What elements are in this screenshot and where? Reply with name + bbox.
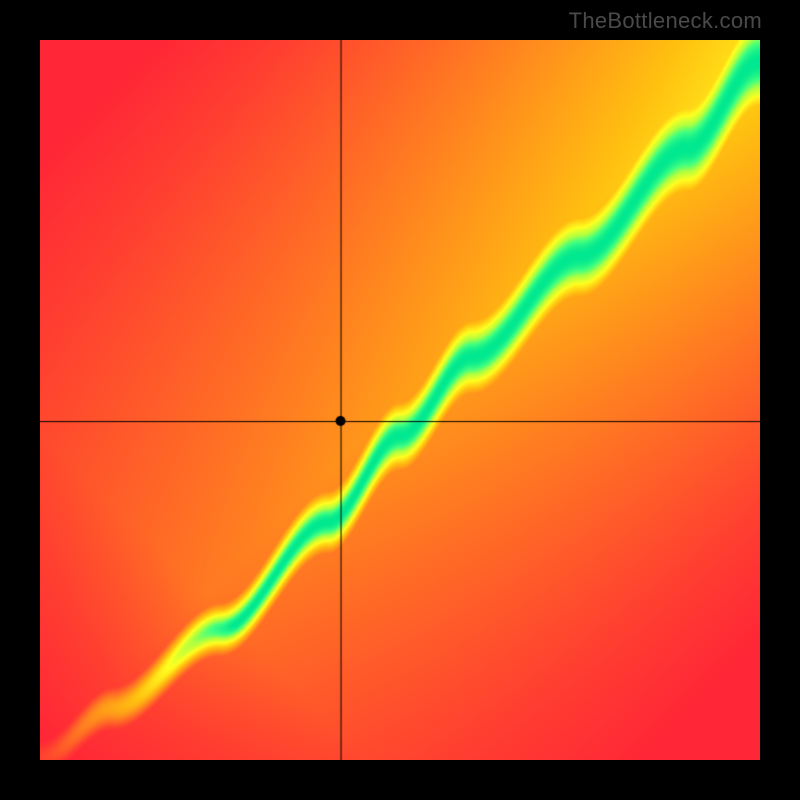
heatmap-canvas [40, 40, 760, 760]
watermark-text: TheBottleneck.com [569, 8, 762, 34]
heatmap-chart [40, 40, 760, 760]
